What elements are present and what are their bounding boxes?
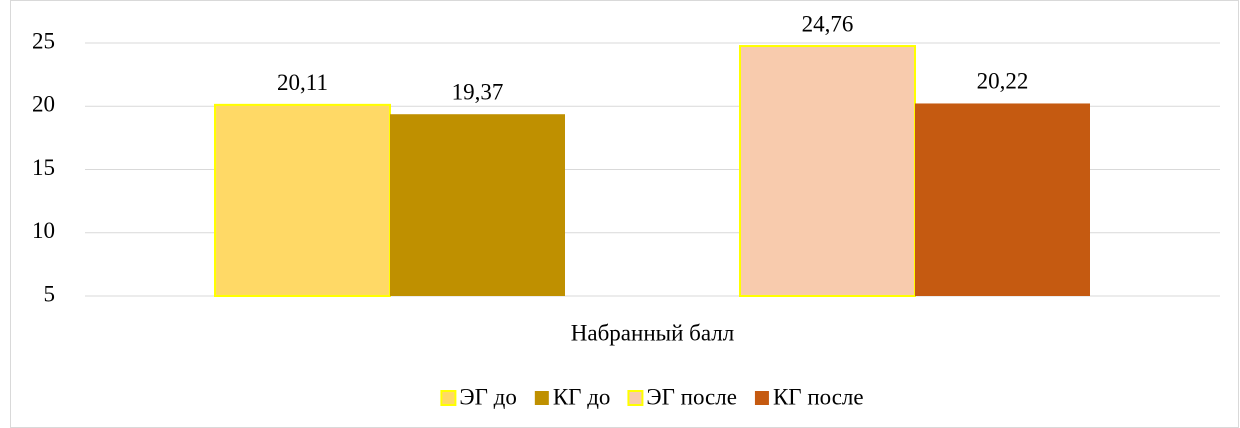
y-tick-label: 5 xyxy=(44,281,56,306)
legend-label: КГ до xyxy=(553,384,611,409)
x-tick-label: Набранный балл xyxy=(571,320,734,345)
data-label: 20,22 xyxy=(977,69,1029,94)
y-tick-label: 15 xyxy=(32,155,55,180)
bar xyxy=(214,103,391,297)
legend-label: ЭГ после xyxy=(646,384,737,409)
y-tick-label: 10 xyxy=(32,218,55,243)
legend-swatch xyxy=(627,390,644,406)
data-label: 24,76 xyxy=(802,11,854,36)
legend-label: КГ после xyxy=(773,384,864,409)
legend-swatch xyxy=(440,390,457,406)
y-tick-label: 20 xyxy=(32,92,55,117)
bar xyxy=(739,45,916,298)
legend-label: ЭГ до xyxy=(459,384,516,409)
data-label: 19,37 xyxy=(452,80,504,105)
legend-swatch xyxy=(754,391,769,405)
bar xyxy=(915,103,1090,296)
data-label: 20,11 xyxy=(277,70,328,95)
y-tick-label: 25 xyxy=(32,28,55,53)
bar xyxy=(390,114,565,296)
legend-swatch xyxy=(534,391,549,405)
